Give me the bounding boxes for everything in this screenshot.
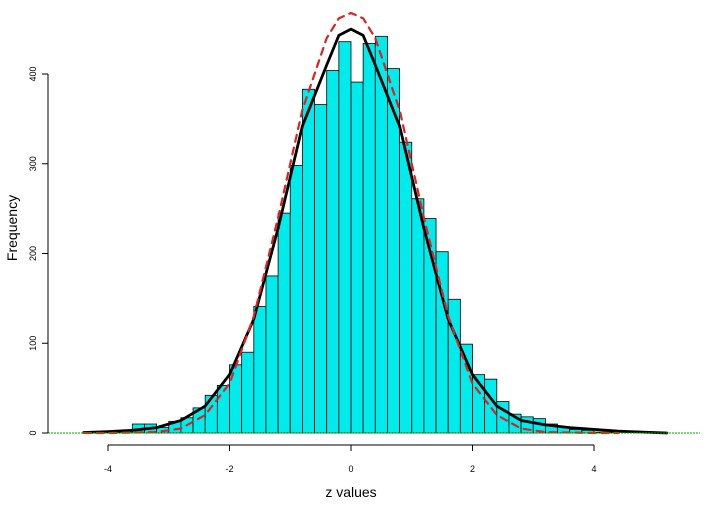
y-tick-label: 400 — [28, 66, 38, 81]
histogram-bar — [241, 351, 255, 434]
axes: 0 100 200 300 400 -4 -2 0 2 4 — [28, 66, 700, 474]
x-tick-label: 4 — [591, 464, 596, 474]
histogram-bar — [229, 364, 243, 434]
y-tick-label: 300 — [28, 156, 38, 171]
histogram-bar — [314, 104, 328, 434]
histogram-bar — [362, 43, 376, 434]
y-tick-label: 0 — [28, 430, 38, 435]
histogram-bar — [216, 385, 230, 434]
density-curves — [82, 11, 669, 435]
x-tick-label: -4 — [104, 464, 112, 474]
histogram-bar — [399, 141, 413, 434]
histogram-bar — [338, 41, 352, 434]
histogram-bar — [350, 81, 364, 434]
histogram-bar — [265, 275, 279, 434]
histogram-bar — [326, 70, 340, 434]
x-tick-label: -2 — [225, 464, 233, 474]
x-tick-label: 0 — [348, 464, 353, 474]
x-axis-title: z values — [325, 484, 376, 500]
histogram-bar — [277, 212, 291, 434]
histogram-bar — [301, 88, 315, 434]
kernel-density-curve — [82, 27, 669, 435]
histogram-bar — [289, 165, 303, 434]
y-axis-title: Frequency — [4, 195, 20, 261]
histogram-bar — [374, 35, 388, 434]
x-tick-label: 2 — [470, 464, 475, 474]
y-tick-label: 200 — [28, 246, 38, 261]
histogram-bars — [83, 35, 619, 434]
histogram-bar — [253, 306, 267, 434]
normal-density-curve — [82, 11, 620, 435]
histogram-bar — [484, 378, 498, 434]
y-tick-label: 100 — [28, 336, 38, 351]
histogram-bar — [411, 198, 425, 434]
